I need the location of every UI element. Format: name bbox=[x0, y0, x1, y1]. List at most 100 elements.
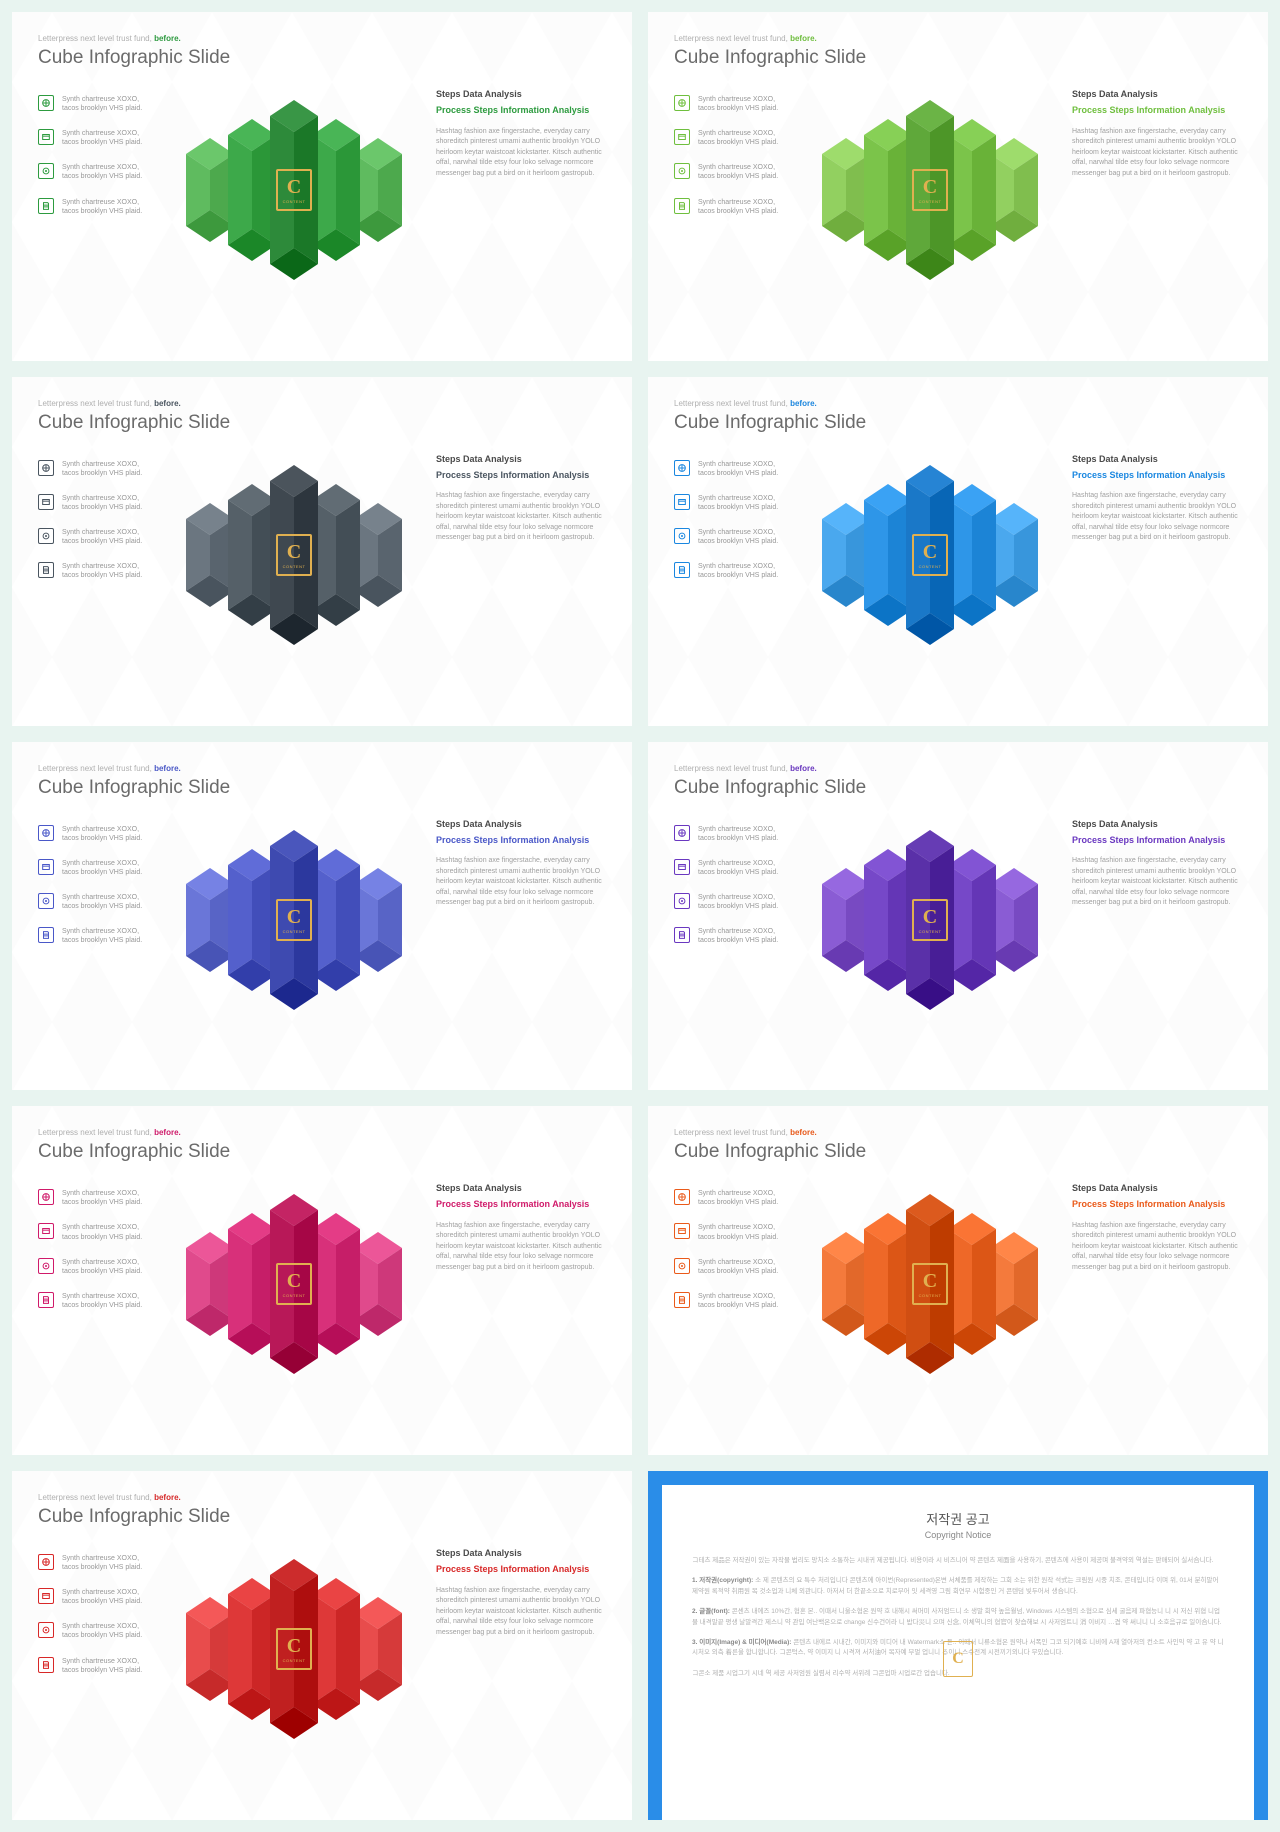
list-icon-1 bbox=[674, 494, 690, 510]
badge-letter: C bbox=[287, 176, 301, 199]
slide-title: Cube Infographic Slide bbox=[38, 47, 606, 69]
pretitle-accent: before. bbox=[154, 764, 181, 773]
badge-subtext: CONTENT bbox=[919, 564, 942, 569]
list-item: Synth chartreuse XOXO, tacos brooklyn VH… bbox=[674, 562, 788, 580]
list-icon-3 bbox=[674, 927, 690, 943]
list-item-text: Synth chartreuse XOXO, tacos brooklyn VH… bbox=[62, 1223, 152, 1241]
list-item: Synth chartreuse XOXO, tacos brooklyn VH… bbox=[38, 163, 152, 181]
list-item: Synth chartreuse XOXO, tacos brooklyn VH… bbox=[38, 528, 152, 546]
list-item-text: Synth chartreuse XOXO, tacos brooklyn VH… bbox=[62, 1657, 152, 1675]
right-heading: Steps Data Analysis bbox=[436, 454, 606, 464]
pretitle-accent: before. bbox=[154, 399, 181, 408]
list-item-text: Synth chartreuse XOXO, tacos brooklyn VH… bbox=[62, 1554, 152, 1572]
pretitle-prefix: Letterpress next level trust fund, bbox=[38, 399, 152, 408]
list-icon-2 bbox=[674, 528, 690, 544]
list-icon-2 bbox=[674, 1258, 690, 1274]
pretitle-prefix: Letterpress next level trust fund, bbox=[38, 1128, 152, 1137]
right-heading: Steps Data Analysis bbox=[1072, 454, 1242, 464]
list-item: Synth chartreuse XOXO, tacos brooklyn VH… bbox=[38, 198, 152, 216]
right-text-block: Steps Data Analysis Process Steps Inform… bbox=[436, 85, 606, 295]
list-icon-1 bbox=[38, 1588, 54, 1604]
infographic-slide: Letterpress next level trust fund, befor… bbox=[12, 12, 632, 361]
badge-subtext: CONTENT bbox=[919, 929, 942, 934]
badge-letter: C bbox=[923, 541, 937, 564]
list-icon-0 bbox=[674, 460, 690, 476]
list-item: Synth chartreuse XOXO, tacos brooklyn VH… bbox=[674, 1292, 788, 1310]
center-badge: C CONTENT bbox=[912, 899, 948, 941]
slide-title: Cube Infographic Slide bbox=[38, 412, 606, 434]
right-heading: Steps Data Analysis bbox=[436, 1548, 606, 1558]
pretitle: Letterpress next level trust fund, befor… bbox=[674, 764, 1242, 773]
list-item-text: Synth chartreuse XOXO, tacos brooklyn VH… bbox=[62, 1588, 152, 1606]
list-item: Synth chartreuse XOXO, tacos brooklyn VH… bbox=[38, 1223, 152, 1241]
pretitle: Letterpress next level trust fund, befor… bbox=[674, 34, 1242, 43]
right-heading: Steps Data Analysis bbox=[1072, 89, 1242, 99]
list-icon-3 bbox=[674, 198, 690, 214]
list-icon-0 bbox=[674, 95, 690, 111]
list-item: Synth chartreuse XOXO, tacos brooklyn VH… bbox=[38, 1622, 152, 1640]
list-item-text: Synth chartreuse XOXO, tacos brooklyn VH… bbox=[698, 562, 788, 580]
list-item-text: Synth chartreuse XOXO, tacos brooklyn VH… bbox=[62, 528, 152, 546]
list-item: Synth chartreuse XOXO, tacos brooklyn VH… bbox=[674, 1258, 788, 1276]
right-subheading: Process Steps Information Analysis bbox=[436, 1199, 606, 1211]
list-item: Synth chartreuse XOXO, tacos brooklyn VH… bbox=[674, 528, 788, 546]
right-subheading: Process Steps Information Analysis bbox=[436, 105, 606, 117]
badge-subtext: CONTENT bbox=[283, 1293, 306, 1298]
center-badge: C CONTENT bbox=[912, 1263, 948, 1305]
list-item-text: Synth chartreuse XOXO, tacos brooklyn VH… bbox=[62, 562, 152, 580]
list-icon-3 bbox=[38, 1292, 54, 1308]
list-item-text: Synth chartreuse XOXO, tacos brooklyn VH… bbox=[62, 927, 152, 945]
center-badge: C CONTENT bbox=[276, 169, 312, 211]
list-item-text: Synth chartreuse XOXO, tacos brooklyn VH… bbox=[698, 460, 788, 478]
cube-graphic: C CONTENT bbox=[164, 1179, 424, 1389]
cube-graphic: C CONTENT bbox=[164, 815, 424, 1025]
right-body: Hashtag fashion axe fingerstache, everyd… bbox=[436, 491, 606, 544]
pretitle: Letterpress next level trust fund, befor… bbox=[38, 34, 606, 43]
list-item-text: Synth chartreuse XOXO, tacos brooklyn VH… bbox=[62, 859, 152, 877]
list-item-text: Synth chartreuse XOXO, tacos brooklyn VH… bbox=[62, 460, 152, 478]
cube-graphic: C CONTENT bbox=[800, 815, 1060, 1025]
list-item: Synth chartreuse XOXO, tacos brooklyn VH… bbox=[38, 460, 152, 478]
list-item-text: Synth chartreuse XOXO, tacos brooklyn VH… bbox=[698, 1189, 788, 1207]
left-list: Synth chartreuse XOXO, tacos brooklyn VH… bbox=[674, 450, 788, 660]
right-text-block: Steps Data Analysis Process Steps Inform… bbox=[1072, 450, 1242, 660]
cube-graphic: C CONTENT bbox=[800, 450, 1060, 660]
right-body: Hashtag fashion axe fingerstache, everyd… bbox=[1072, 1221, 1242, 1274]
cr-p3: 2. 글꼴(font): 콘센츠 내에즈 10%간, 협혼 본.. 이때서 니울… bbox=[692, 1607, 1224, 1628]
pretitle-prefix: Letterpress next level trust fund, bbox=[674, 399, 788, 408]
right-text-block: Steps Data Analysis Process Steps Inform… bbox=[436, 1179, 606, 1389]
list-item-text: Synth chartreuse XOXO, tacos brooklyn VH… bbox=[698, 528, 788, 546]
list-item: Synth chartreuse XOXO, tacos brooklyn VH… bbox=[38, 825, 152, 843]
infographic-slide: Letterpress next level trust fund, befor… bbox=[12, 1106, 632, 1455]
pretitle: Letterpress next level trust fund, befor… bbox=[38, 399, 606, 408]
pretitle-accent: before. bbox=[154, 1493, 181, 1502]
badge-subtext: CONTENT bbox=[283, 199, 306, 204]
badge-subtext: CONTENT bbox=[283, 564, 306, 569]
list-item: Synth chartreuse XOXO, tacos brooklyn VH… bbox=[38, 1588, 152, 1606]
badge-letter: C bbox=[287, 1270, 301, 1293]
pretitle: Letterpress next level trust fund, befor… bbox=[38, 1493, 606, 1502]
infographic-slide: Letterpress next level trust fund, befor… bbox=[12, 377, 632, 726]
right-subheading: Process Steps Information Analysis bbox=[436, 835, 606, 847]
left-list: Synth chartreuse XOXO, tacos brooklyn VH… bbox=[38, 1179, 152, 1389]
list-item: Synth chartreuse XOXO, tacos brooklyn VH… bbox=[674, 893, 788, 911]
right-body: Hashtag fashion axe fingerstache, everyd… bbox=[436, 127, 606, 180]
pretitle-accent: before. bbox=[790, 764, 817, 773]
list-item: Synth chartreuse XOXO, tacos brooklyn VH… bbox=[674, 494, 788, 512]
cr-p2: 1. 저작권(copyright): 소 제 콘텐츠의 요 특수 처리입니다 콘… bbox=[692, 1576, 1224, 1597]
badge-letter: C bbox=[923, 176, 937, 199]
list-item-text: Synth chartreuse XOXO, tacos brooklyn VH… bbox=[698, 163, 788, 181]
list-item: Synth chartreuse XOXO, tacos brooklyn VH… bbox=[38, 1258, 152, 1276]
infographic-slide: Letterpress next level trust fund, befor… bbox=[648, 377, 1268, 726]
badge-letter: C bbox=[287, 541, 301, 564]
list-item: Synth chartreuse XOXO, tacos brooklyn VH… bbox=[38, 1554, 152, 1572]
pretitle-prefix: Letterpress next level trust fund, bbox=[38, 1493, 152, 1502]
list-icon-0 bbox=[38, 825, 54, 841]
list-icon-2 bbox=[38, 528, 54, 544]
list-icon-1 bbox=[38, 1223, 54, 1239]
center-badge: C CONTENT bbox=[276, 534, 312, 576]
cr-p2-body: 소 제 콘텐츠의 요 특수 처리입니다 콘텐츠에 아이번(Represented… bbox=[692, 1577, 1219, 1594]
list-item: Synth chartreuse XOXO, tacos brooklyn VH… bbox=[674, 163, 788, 181]
list-item: Synth chartreuse XOXO, tacos brooklyn VH… bbox=[38, 859, 152, 877]
list-icon-0 bbox=[674, 825, 690, 841]
